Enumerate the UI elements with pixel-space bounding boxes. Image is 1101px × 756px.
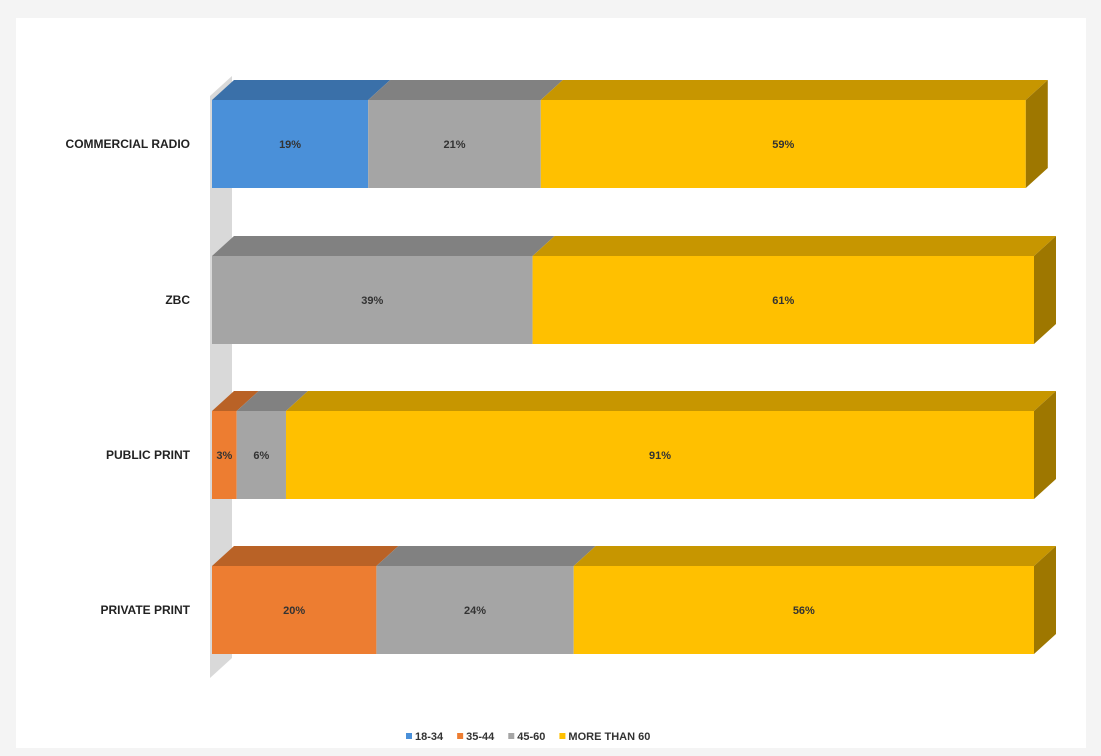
- data-label-commercial-radio-more-than-60: 59%: [772, 139, 794, 151]
- data-label-commercial-radio-45-60: 21%: [443, 139, 465, 151]
- chart-back-wall: [210, 76, 232, 678]
- data-label-public-print-more-than-60: 91%: [649, 450, 671, 462]
- bar-commercial-radio-18-34-top: [212, 80, 391, 100]
- data-label-private-print-35-44: 20%: [283, 605, 305, 617]
- data-label-public-print-35-44: 3%: [216, 450, 232, 462]
- bar-public-print-more-than-60: [285, 411, 1035, 499]
- chart-area: COMMERCIAL RADIO 19% 21% 59% ZBC 39% 61% PUBLIC…: [16, 18, 1086, 748]
- stacked-bar-chart: COMMERCIAL RADIO 19% 21% 59% ZBC 39% 61% PUBLIC…: [66, 76, 1057, 743]
- bar-public-print-more-than-60-top: [285, 391, 1057, 411]
- bar-commercial-radio-45-60-top: [368, 80, 563, 100]
- legend-swatch-45-60: [508, 733, 515, 739]
- bar-private-print-45-60-top: [376, 546, 596, 566]
- bar-commercial-radio-more-than-60-top: [540, 80, 1048, 100]
- category-label-commercial-radio: COMMERCIAL RADIO: [66, 137, 190, 151]
- bar-commercial-radio-more-than-60-side: [1025, 80, 1048, 188]
- bar-private-print-35-44: [212, 566, 377, 654]
- bar-public-print-35-44: [212, 411, 237, 499]
- legend-swatch-35-44: [457, 733, 464, 739]
- data-label-commercial-radio-18-34: 19%: [279, 139, 301, 151]
- legend-label-more-than-60: MORE THAN 60: [568, 731, 650, 743]
- data-label-zbc-45-60: 39%: [361, 295, 383, 307]
- legend-label-45-60: 45-60: [517, 731, 545, 743]
- bar-commercial-radio-more-than-60: [540, 100, 1026, 188]
- bar-public-print-more-than-60-side: [1034, 391, 1056, 499]
- bar-commercial-radio-18-34: [212, 100, 369, 188]
- bar-zbc-more-than-60: [532, 256, 1034, 344]
- category-label-private-print: PRIVATE PRINT: [100, 603, 190, 617]
- bar-public-print-35-44-top: [212, 391, 259, 411]
- data-label-zbc-more-than-60: 61%: [772, 295, 794, 307]
- legend-swatch-more-than-60: [559, 733, 566, 739]
- data-label-private-print-45-60: 24%: [464, 605, 486, 617]
- bar-zbc-45-60-top: [212, 236, 555, 256]
- bar-commercial-radio-45-60: [368, 100, 541, 188]
- category-label-public-print: PUBLIC PRINT: [106, 448, 191, 462]
- bar-public-print-45-60: [236, 411, 286, 499]
- data-label-private-print-more-than-60: 56%: [793, 605, 815, 617]
- bar-private-print-35-44-top: [212, 546, 399, 566]
- bar-private-print-more-than-60-side: [1034, 546, 1056, 654]
- bar-zbc-more-than-60-top: [532, 236, 1056, 256]
- bar-private-print-45-60: [376, 566, 574, 654]
- category-label-zbc: ZBC: [165, 293, 190, 307]
- bar-private-print-more-than-60-top: [573, 546, 1056, 566]
- data-label-public-print-45-60: 6%: [253, 450, 269, 462]
- bar-zbc-more-than-60-side: [1034, 236, 1056, 344]
- legend-label-35-44: 35-44: [466, 731, 495, 743]
- legend-swatch-18-34: [406, 733, 412, 739]
- legend-label-18-34: 18-34: [415, 731, 444, 743]
- bar-private-print-more-than-60: [573, 566, 1034, 654]
- bar-zbc-45-60: [212, 256, 533, 344]
- bar-public-print-45-60-top: [236, 391, 308, 411]
